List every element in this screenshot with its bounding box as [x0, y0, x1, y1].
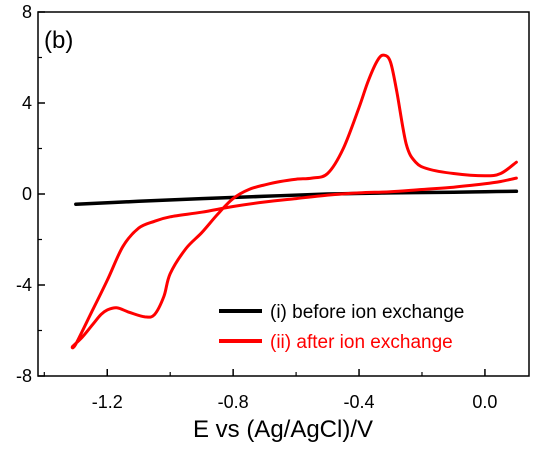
panel-label: (b) [44, 27, 73, 54]
y-tick-label: 4 [22, 93, 32, 113]
legend-label-before: (i) before ion exchange [270, 302, 464, 323]
x-tick-label: -0.4 [344, 392, 375, 412]
legend-label-after: (ii) after ion exchange [270, 332, 453, 353]
y-tick-label: 0 [22, 184, 32, 204]
series-line-after-ion-exchange [70, 53, 518, 350]
x-axis-title: E vs (Ag/AgCl)/V [193, 416, 373, 443]
series-layer [70, 53, 519, 350]
y-tick-label: 8 [22, 2, 32, 22]
legend: (i) before ion exchange (ii) after ion e… [219, 302, 464, 353]
plot-frame [37, 11, 530, 377]
x-tick-label: -1.2 [92, 392, 123, 412]
x-tick-label: 0.0 [472, 392, 497, 412]
y-tick-label: -4 [16, 275, 32, 295]
ticks-layer: -1.2 -0.8 -0.4 0.0 -8 -4 0 4 8 [16, 2, 497, 412]
y-tick-label: -8 [16, 366, 32, 386]
x-tick-label: -0.8 [218, 392, 249, 412]
